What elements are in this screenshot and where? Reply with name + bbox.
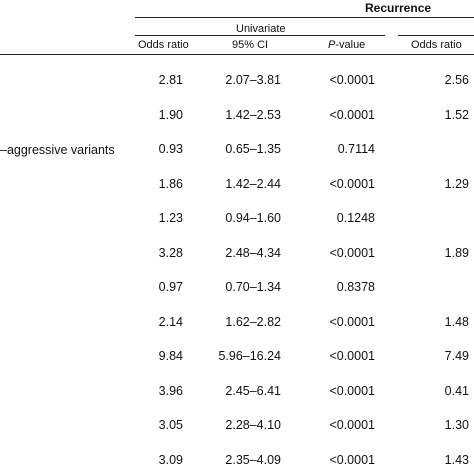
header-top-rule <box>135 17 474 18</box>
cell-odds-ratio-2: 1.48 <box>444 314 469 329</box>
cell-odds-ratio: 3.96 <box>158 383 183 398</box>
cell-odds-ratio-2: 1.52 <box>444 107 469 122</box>
col-header-95-ci: 95% CI <box>232 39 269 51</box>
row-label-aggressive-variants: –aggressive variants <box>0 143 115 157</box>
cell-95-ci: 2.45–6.41 <box>225 383 281 398</box>
col-header-odds-ratio: Odds ratio <box>138 39 189 51</box>
cell-p-value: <0.0001 <box>329 452 375 467</box>
cell-95-ci: 2.28–4.10 <box>225 418 281 432</box>
cell-odds-ratio-2: 7.49 <box>444 349 469 363</box>
cell-95-ci: 0.94–1.60 <box>225 211 281 225</box>
cell-odds-ratio-2: 0.41 <box>444 383 469 398</box>
cell-p-value: <0.0001 <box>329 245 375 260</box>
col-header-odds-ratio-2: Odds ratio <box>411 39 462 51</box>
cell-odds-ratio: 1.23 <box>158 211 183 225</box>
cell-95-ci: 0.70–1.34 <box>225 280 281 294</box>
cell-odds-ratio-2: 1.89 <box>444 245 469 260</box>
col-header-p-value: P-value <box>328 39 365 51</box>
cell-p-value: <0.0001 <box>329 107 375 122</box>
cell-p-value: <0.0001 <box>329 349 375 363</box>
cell-p-value: <0.0001 <box>329 383 375 398</box>
group-underline <box>135 35 385 36</box>
cell-odds-ratio: 3.09 <box>158 452 183 467</box>
cell-odds-ratio-2: 2.56 <box>444 73 469 87</box>
cell-95-ci: 1.42–2.53 <box>225 107 281 122</box>
p-rest-label: -value <box>335 39 366 51</box>
p-italic-label: P <box>328 39 336 51</box>
cell-odds-ratio-2: 1.43 <box>444 452 469 467</box>
cell-p-value: <0.0001 <box>329 73 375 87</box>
cell-p-value: 0.1248 <box>336 211 375 225</box>
cell-odds-ratio: 1.90 <box>158 107 183 122</box>
cell-odds-ratio: 2.81 <box>158 73 183 87</box>
cell-95-ci: 2.07–3.81 <box>225 73 281 87</box>
cell-odds-ratio: 9.84 <box>158 349 183 363</box>
header-bottom-rule <box>0 54 474 55</box>
cell-odds-ratio: 0.97 <box>158 280 183 294</box>
cell-odds-ratio: 1.86 <box>158 176 183 191</box>
cell-95-ci: 2.48–4.34 <box>225 245 281 260</box>
group-underline-2 <box>398 35 474 36</box>
cell-p-value: <0.0001 <box>329 314 375 329</box>
group-label-univariate: Univariate <box>236 23 286 35</box>
cell-p-value: 0.7114 <box>337 142 375 156</box>
cell-95-ci: 5.96–16.24 <box>218 349 281 363</box>
cell-95-ci: 1.42–2.44 <box>225 176 281 191</box>
cell-p-value: <0.0001 <box>329 418 375 432</box>
cell-odds-ratio-2: 1.30 <box>444 418 469 432</box>
cell-p-value: <0.0001 <box>329 176 375 191</box>
cell-odds-ratio: 0.93 <box>158 142 183 156</box>
cell-odds-ratio: 3.28 <box>158 245 183 260</box>
table-title: Recurrence <box>365 1 432 15</box>
cell-p-value: 0.8378 <box>336 280 375 294</box>
cell-odds-ratio-2: 1.29 <box>444 176 469 191</box>
cell-odds-ratio: 2.14 <box>158 314 183 329</box>
cell-odds-ratio: 3.05 <box>158 418 183 432</box>
cell-95-ci: 0.65–1.35 <box>225 142 281 156</box>
cell-95-ci: 2.35–4.09 <box>225 452 281 467</box>
cell-95-ci: 1.62–2.82 <box>225 314 281 329</box>
